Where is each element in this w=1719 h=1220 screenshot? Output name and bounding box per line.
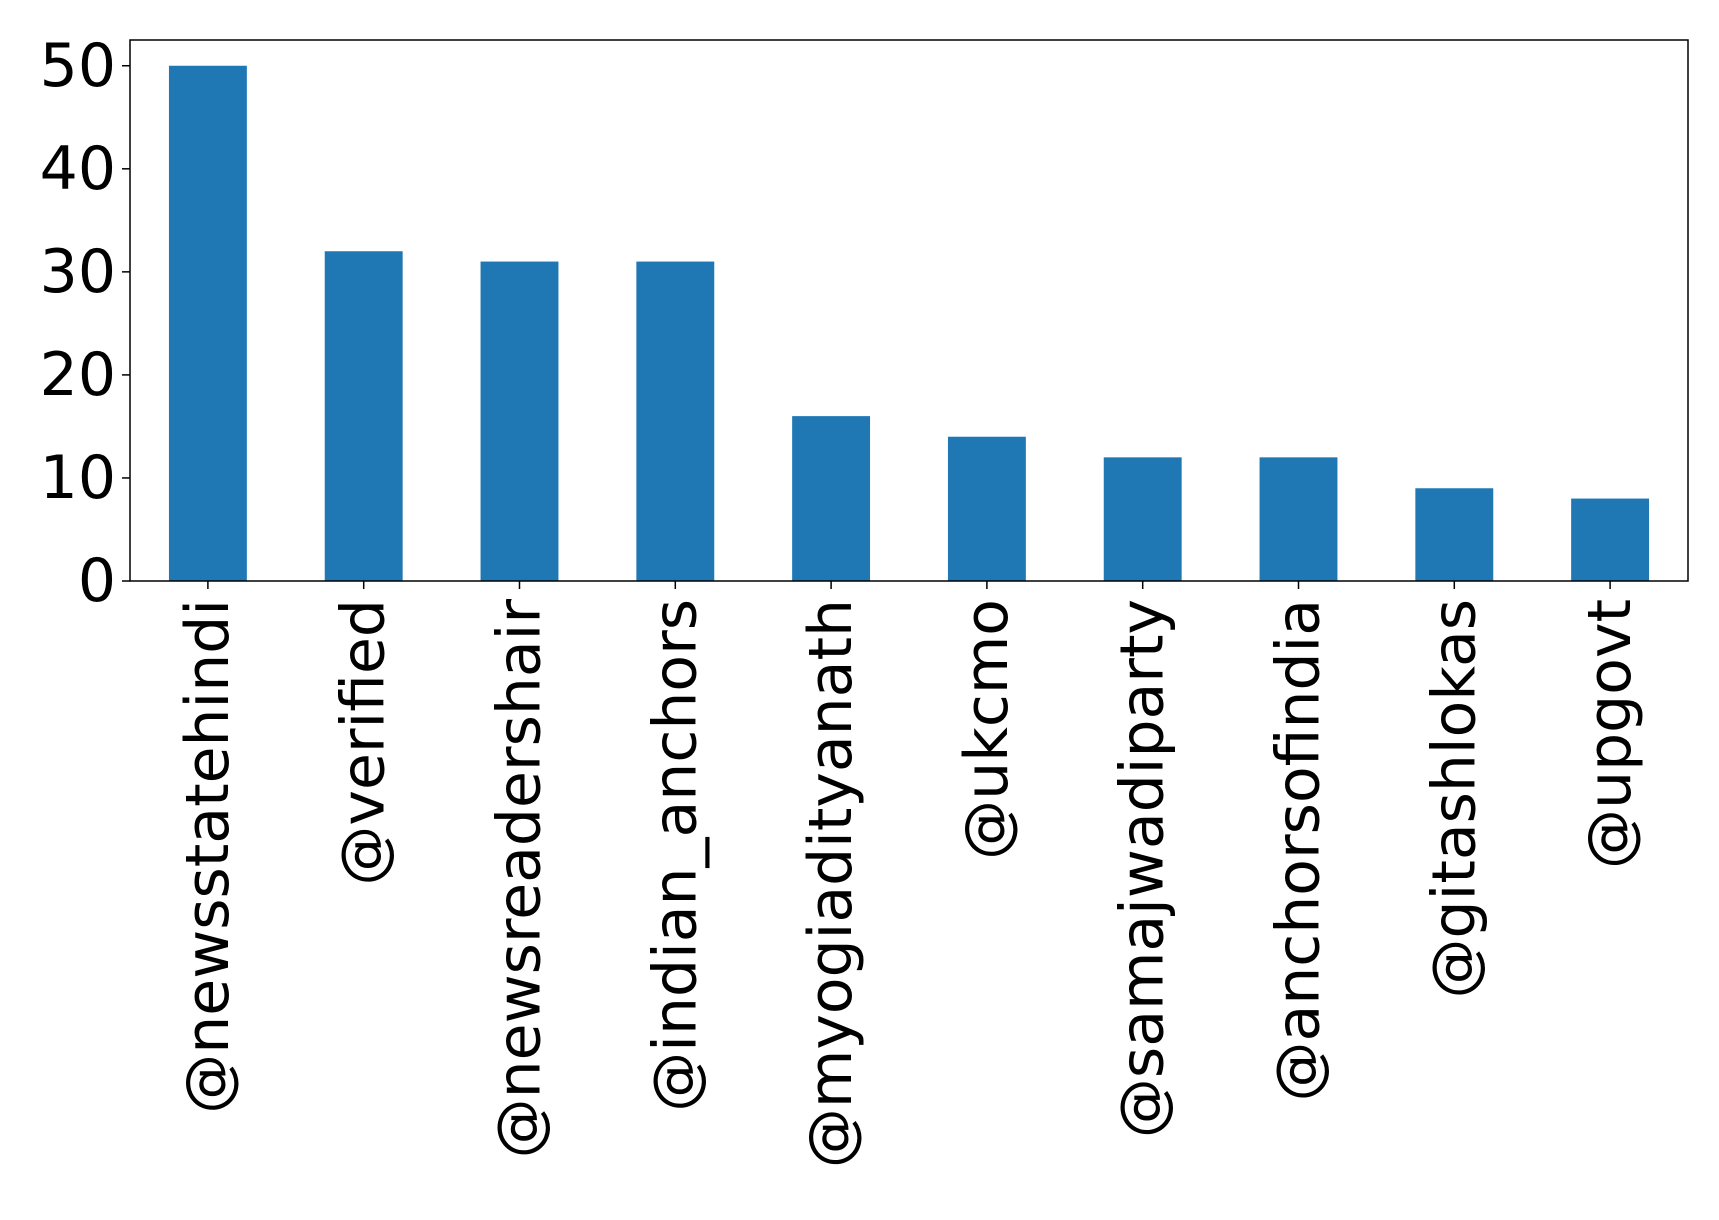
y-tick-label-4: 40: [40, 134, 116, 204]
bar-2: [480, 261, 559, 581]
bar-8: [1415, 488, 1494, 581]
x-tick-label-2: @newsreadershair: [485, 599, 555, 1159]
x-tick-label-8: @gitashlokas: [1419, 599, 1489, 998]
x-tick-label-7: @anchorsofindia: [1264, 599, 1334, 1102]
bar-7: [1259, 457, 1338, 581]
bar-6: [1103, 457, 1182, 581]
x-tick-label-1: @verified: [329, 599, 399, 886]
bars-group: [168, 65, 1650, 581]
y-tick-label-1: 10: [40, 443, 116, 513]
x-tick-label-3: @indian_anchors: [640, 599, 710, 1112]
y-tick-label-5: 50: [40, 31, 116, 101]
bar-1: [324, 251, 403, 581]
y-tick-label-0: 0: [78, 546, 116, 616]
x-axis: @newsstatehindi @verified @newsreadershair…: [173, 581, 1645, 1168]
x-tick-label-5: @ukcmo: [952, 599, 1022, 860]
bar-5: [947, 436, 1026, 581]
x-tick-label-6: @samajwadiparty: [1108, 599, 1178, 1138]
x-tick-label-9: @upgovt: [1575, 599, 1645, 869]
y-axis: 0 10 20 30 40 50: [40, 31, 130, 616]
x-tick-label-4: @myogiadityanath: [796, 599, 866, 1168]
bar-4: [792, 416, 871, 581]
bar-9: [1571, 498, 1650, 581]
y-tick-label-2: 20: [40, 340, 116, 410]
bar-3: [636, 261, 715, 581]
bar-0: [168, 65, 247, 581]
plot-frame: [129, 39, 1689, 582]
x-tick-label-0: @newsstatehindi: [173, 599, 243, 1114]
y-tick-label-3: 30: [40, 237, 116, 307]
